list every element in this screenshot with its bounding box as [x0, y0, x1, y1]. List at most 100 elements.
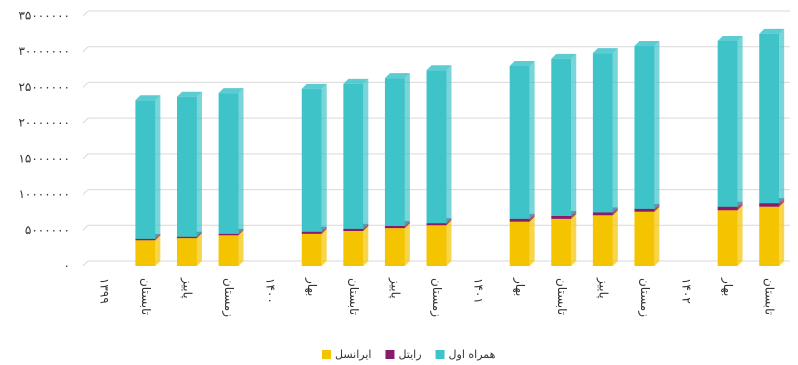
- legend-swatch: [435, 350, 445, 359]
- bar-top: [218, 88, 244, 94]
- bar: [426, 225, 447, 266]
- bar: [759, 206, 780, 266]
- x-tick-label: زمستان: [429, 278, 444, 317]
- bar-side: [363, 226, 369, 266]
- x-tick-label: پاییز: [387, 277, 402, 299]
- bar-side: [737, 205, 743, 266]
- bar: [551, 218, 572, 266]
- x-tick-label: ۱۳۹۹: [97, 278, 111, 304]
- bar: [384, 78, 405, 227]
- bar: [759, 203, 780, 207]
- bar-side: [446, 220, 452, 266]
- bar: [551, 216, 572, 219]
- y-tick-label: ۰: [64, 259, 70, 273]
- x-tick-label: پاییز: [179, 277, 194, 299]
- bar-side: [238, 230, 244, 266]
- bar-side: [238, 228, 244, 236]
- x-tick-label: زمستان: [637, 278, 652, 317]
- x-tick-label: تابستان: [763, 278, 777, 315]
- grid-line-depth: [82, 153, 89, 160]
- bar-top: [634, 41, 660, 46]
- bar: [592, 53, 613, 213]
- bar-side: [404, 73, 410, 227]
- bar-side: [196, 231, 202, 239]
- bar-side: [446, 218, 452, 226]
- x-tick-label: بهار: [720, 277, 735, 296]
- bar-side: [529, 213, 535, 222]
- bar-top: [343, 78, 369, 84]
- bar-top: [301, 83, 327, 89]
- bar-top: [176, 91, 202, 97]
- bar-side: [612, 210, 618, 266]
- bar: [343, 83, 364, 229]
- bar: [634, 46, 655, 209]
- bar: [343, 231, 364, 266]
- grid-line-depth: [82, 117, 89, 124]
- bar: [301, 233, 322, 266]
- bar: [592, 215, 613, 266]
- bar: [135, 238, 156, 241]
- bar-side: [404, 221, 410, 229]
- legend-label: همراه اول: [449, 348, 496, 361]
- bar: [301, 231, 322, 234]
- bar: [426, 223, 447, 226]
- bar-side: [571, 211, 577, 219]
- bar: [634, 208, 655, 212]
- bar-side: [737, 201, 743, 211]
- bar-side: [404, 223, 410, 266]
- bar: [551, 58, 572, 216]
- bar: [301, 88, 322, 232]
- x-tick-label: ۱۴۰۱: [472, 278, 486, 304]
- bar-side: [529, 216, 535, 266]
- bar-top: [384, 73, 410, 79]
- legend-label: ایرانسل: [335, 348, 371, 361]
- bar-side: [612, 48, 618, 213]
- bar-side: [446, 65, 452, 224]
- legend-swatch: [385, 350, 395, 359]
- bar: [176, 236, 197, 239]
- bar-side: [238, 88, 244, 234]
- bar-side: [654, 41, 660, 209]
- grid-line-depth: [82, 189, 89, 195]
- legend-swatch: [322, 350, 331, 359]
- grid-line-depth: [82, 224, 89, 231]
- bar-side: [321, 228, 327, 266]
- bar-side: [196, 91, 202, 237]
- bar-side: [654, 206, 660, 266]
- bar: [384, 228, 405, 266]
- bar-side: [363, 78, 369, 229]
- bar-top: [759, 28, 785, 34]
- bar-top: [135, 95, 161, 101]
- x-tick-label: زمستان: [221, 278, 236, 317]
- bar-side: [571, 213, 577, 266]
- bar: [218, 233, 239, 236]
- y-tick-label: ۱۰۰۰۰۰۰۰: [18, 187, 70, 201]
- y-tick-label: ۳۰۰۰۰۰۰۰: [18, 44, 70, 58]
- grid-line-depth: [82, 82, 89, 88]
- bar: [509, 218, 530, 222]
- bar-side: [779, 201, 785, 266]
- bar: [759, 33, 780, 204]
- grid-line-depth: [82, 10, 89, 17]
- bar: [717, 210, 738, 266]
- bar-side: [529, 61, 535, 219]
- bar: [509, 221, 530, 266]
- bar-side: [155, 233, 161, 241]
- bar: [717, 206, 738, 211]
- x-tick-label: بهار: [304, 277, 319, 296]
- x-tick-label: تابستان: [555, 278, 569, 315]
- bar: [384, 226, 405, 229]
- bar-side: [571, 53, 577, 216]
- x-tick-label: پاییز: [595, 277, 610, 299]
- grid-line-depth: [82, 46, 89, 53]
- bar: [717, 41, 738, 207]
- bar-top: [551, 53, 577, 59]
- bar-side: [654, 203, 660, 212]
- bar-top: [426, 65, 452, 71]
- x-tick-label: بهار: [512, 277, 527, 296]
- bar-side: [779, 28, 785, 204]
- y-tick-label: ۵۰۰۰۰۰۰: [25, 223, 70, 237]
- y-tick-label: ۳۵۰۰۰۰۰۰: [18, 9, 70, 23]
